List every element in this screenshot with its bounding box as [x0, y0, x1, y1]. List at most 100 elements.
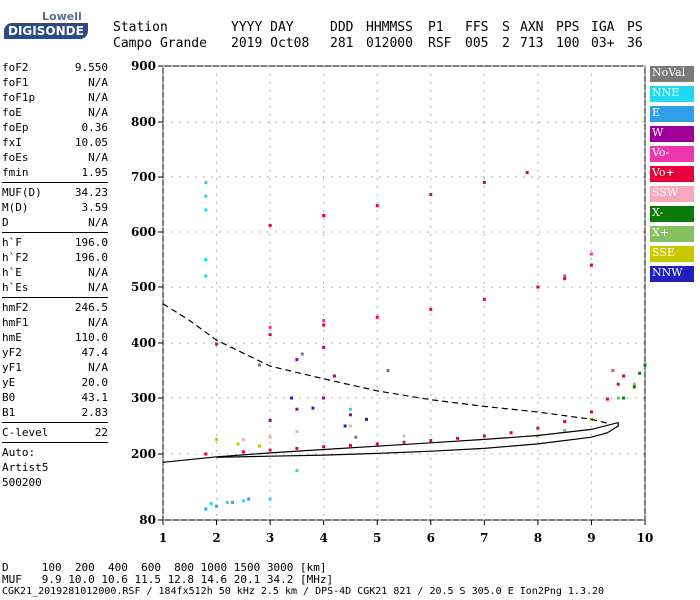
- auto-line: 500200: [2, 476, 42, 489]
- echo-point: [622, 374, 626, 378]
- echo-point: [606, 397, 610, 401]
- echo-point: [268, 325, 272, 329]
- echo-point: [322, 445, 326, 449]
- param-row: M(D) 3.59: [2, 200, 108, 215]
- hdr-p1-label: P1: [428, 20, 444, 35]
- param-row: yF1 N/A: [2, 360, 108, 375]
- y-tick-label: 300: [131, 391, 156, 405]
- hdr-iga: IGA 03+: [591, 20, 614, 52]
- x-tick-label: 10: [637, 531, 654, 545]
- echo-point: [589, 252, 593, 256]
- echo-point: [429, 193, 433, 197]
- echo-point: [204, 181, 208, 184]
- param-value: 2.83: [81, 406, 109, 419]
- digisonde-logo: Lowell DIGISONDE: [4, 8, 88, 42]
- param-value: 246.5: [74, 301, 108, 314]
- x-tick-label: 1: [159, 531, 167, 545]
- param-separator: [2, 297, 108, 298]
- param-value: 20.0: [81, 376, 109, 389]
- param-value: 10.05: [74, 136, 108, 149]
- hdr-yyyyday-value: 2019 Oct08: [231, 36, 310, 51]
- echo-point: [231, 500, 235, 504]
- echo-point: [204, 258, 208, 261]
- param-value: N/A: [88, 266, 108, 279]
- echo-point: [322, 345, 326, 349]
- x-tick-label: 3: [266, 531, 274, 545]
- echo-point: [215, 437, 219, 441]
- echo-point: [257, 444, 261, 448]
- param-separator: [2, 422, 108, 423]
- echo-point: [429, 307, 433, 311]
- x-tick-label: 8: [534, 531, 542, 545]
- echo-point: [429, 439, 433, 443]
- param-row: B1 2.83: [2, 405, 108, 420]
- hdr-ffs-label: FFS: [465, 20, 489, 35]
- param-name: fxI: [2, 136, 22, 149]
- legend-item: E: [650, 106, 694, 122]
- param-value: 110.0: [74, 331, 108, 344]
- param-name: hmF2: [2, 301, 29, 314]
- echo-point: [241, 499, 245, 503]
- echo-point: [375, 315, 379, 319]
- param-row: foEs N/A: [2, 150, 108, 165]
- echo-point: [241, 437, 245, 441]
- param-value: 1.95: [81, 166, 109, 179]
- hdr-ddd-value: 281: [330, 36, 354, 51]
- echo-point: [482, 297, 486, 301]
- echo-point: [236, 442, 240, 446]
- param-row: h`Es N/A: [2, 280, 108, 295]
- param-value: N/A: [88, 281, 108, 294]
- clevel-row: C-level 22: [2, 425, 108, 440]
- param-row: hmE 110.0: [2, 330, 108, 345]
- profile-solid-line: [162, 421, 619, 463]
- hdr-axn-value: 713: [520, 36, 544, 51]
- y-tick-label: 500: [131, 280, 156, 294]
- echo-point: [215, 504, 219, 508]
- echo-point: [343, 424, 347, 428]
- logo-main-text: DIGISONDE: [4, 23, 88, 39]
- param-value: 196.0: [74, 251, 108, 264]
- x-tick-label: 6: [427, 531, 435, 545]
- profile-dashed-line: [162, 303, 608, 424]
- hdr-pps-value: 100: [556, 36, 580, 51]
- param-name: B1: [2, 406, 16, 419]
- echo-point: [225, 500, 229, 504]
- echo-point: [611, 369, 615, 372]
- legend-item: X+: [650, 226, 694, 242]
- param-name: yE: [2, 376, 16, 389]
- y-tick-label: 800: [131, 115, 156, 129]
- echo-point: [632, 385, 636, 389]
- param-value: N/A: [88, 361, 108, 374]
- legend-item: SSE: [650, 246, 694, 262]
- echo-point: [257, 363, 261, 367]
- param-name: foF1p: [2, 91, 36, 104]
- hdr-hhmmss-value: 012000: [366, 36, 413, 51]
- footer-muf-line: MUF 9.9 10.0 10.6 11.5 12.8 14.6 20.1 34…: [2, 573, 334, 586]
- echo-point: [402, 440, 406, 444]
- echo-point: [322, 323, 326, 327]
- param-name: D: [2, 216, 9, 229]
- echo-point: [632, 382, 636, 386]
- echo-point: [215, 342, 219, 346]
- y-tick-label: 200: [131, 447, 156, 461]
- param-name: foEp: [2, 121, 29, 134]
- legend-item: W: [650, 126, 694, 142]
- footer-file-line: CGK21_2019281012000.RSF / 184fx512h 50 k…: [2, 586, 605, 597]
- hdr-ffs: FFS 005: [465, 20, 488, 52]
- hdr-p1-value: RSF: [428, 36, 452, 51]
- param-value: N/A: [88, 106, 108, 119]
- param-row: yF2 47.4: [2, 345, 108, 360]
- echo-point: [354, 435, 358, 439]
- echo-point: [365, 417, 369, 421]
- param-value: 196.0: [74, 236, 108, 249]
- echo-point: [456, 436, 460, 440]
- echo-point: [348, 407, 352, 411]
- param-row: fmin 1.95: [2, 165, 108, 180]
- echo-point: [241, 450, 245, 454]
- legend-item: Vo-: [650, 146, 694, 162]
- echo-point: [290, 396, 294, 400]
- echo-point: [589, 410, 593, 414]
- echo-point: [268, 333, 272, 337]
- hdr-station-value: Campo Grande: [113, 36, 207, 51]
